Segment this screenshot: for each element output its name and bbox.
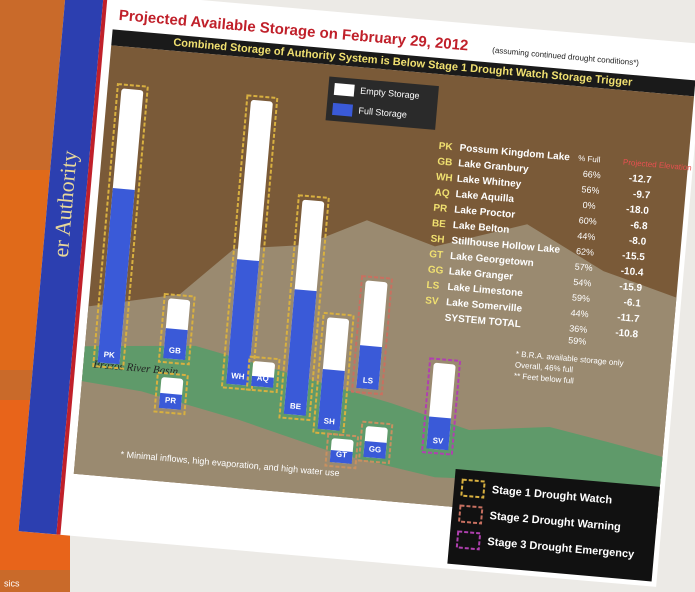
pct-full: 57%: [574, 261, 593, 273]
side-stripe: [56, 0, 108, 535]
pct-full: 0%: [582, 200, 596, 211]
bar-frame: [157, 292, 196, 366]
elevation: -12.7: [628, 173, 652, 186]
bar-frame: [92, 82, 149, 370]
stage-swatch: [460, 478, 486, 499]
total-elev: -10.8: [615, 328, 639, 341]
side-strip: [18, 0, 104, 535]
bar-full: [426, 416, 452, 451]
bar-label: BE: [290, 401, 303, 411]
legend-swatch: [333, 82, 355, 97]
elevation: -11.7: [617, 312, 641, 325]
stage-legend-bg: [447, 468, 660, 582]
bar-full: [356, 345, 382, 390]
elevation: -9.7: [633, 189, 652, 201]
banner-bg: [111, 29, 695, 97]
stage-swatch: [455, 530, 482, 551]
lake-code: PR: [433, 203, 449, 215]
total-extra: 59%: [568, 335, 587, 347]
lake-code: GT: [429, 249, 444, 261]
bar-frame: [220, 94, 279, 391]
elevation: -10.4: [620, 266, 644, 279]
bar-label: SV: [432, 436, 444, 446]
bar-full: [158, 392, 183, 410]
pct-full: 56%: [581, 184, 600, 196]
bar-full: [226, 259, 260, 386]
bar-label: GG: [368, 444, 381, 454]
lake-code: AQ: [434, 187, 450, 199]
elevation: -8.0: [628, 235, 647, 247]
pct-full: 60%: [578, 215, 597, 227]
lake-name: Lake Proctor: [454, 205, 516, 221]
pct-full: 54%: [573, 277, 592, 289]
slide: er Authority Projected Available Storage…: [18, 0, 695, 587]
stage-swatch: [457, 504, 484, 525]
pct-full: 59%: [572, 292, 591, 304]
bar-label: LS: [363, 376, 375, 386]
lake-code: WH: [436, 172, 454, 184]
bar-full: [283, 289, 317, 416]
lake-code: SH: [430, 234, 445, 246]
bar-full: [97, 188, 135, 365]
elevation: -6.8: [630, 220, 649, 232]
bar-frame: [245, 355, 281, 394]
total-pct: 36%: [569, 323, 588, 335]
bar-full: [329, 450, 353, 464]
bar-label: WH: [231, 371, 245, 381]
pct-full: 44%: [570, 308, 589, 320]
bar-frame: [153, 371, 189, 416]
bar-label: SH: [323, 416, 335, 426]
corner-text: sics: [4, 578, 20, 588]
pct-full: 44%: [577, 231, 596, 243]
bar-label: GB: [169, 346, 182, 356]
bar-label: AQ: [256, 373, 269, 383]
bar-full: [363, 440, 387, 459]
elevation: -18.0: [626, 204, 650, 217]
lake-code: SV: [425, 295, 440, 307]
bar-label: PR: [165, 396, 177, 406]
lake-code: LS: [426, 280, 440, 292]
bar-frame: [324, 432, 360, 470]
elevation: -15.5: [622, 250, 646, 263]
lake-name: Lake Belton: [452, 220, 509, 236]
lake-name: Lake Aquilla: [455, 189, 515, 205]
legend-label: Full Storage: [358, 106, 407, 120]
bar-full: [251, 375, 274, 388]
bar-full: [163, 328, 188, 360]
lake-code: BE: [431, 218, 446, 230]
elevation: -6.1: [623, 297, 642, 309]
lake-code: GB: [437, 156, 453, 168]
bar-frame: [357, 420, 394, 465]
table-header: % Full: [578, 154, 601, 165]
bar-label: PK: [103, 350, 115, 360]
legend-swatch: [332, 102, 353, 117]
bar-frame: [420, 357, 462, 456]
pct-full: 62%: [576, 246, 595, 258]
bar-label: GT: [336, 450, 348, 460]
pct-full: 66%: [582, 169, 601, 181]
elevation: -15.9: [619, 281, 643, 294]
bar-frame: [350, 275, 394, 396]
bar-frame: [278, 194, 330, 422]
bar-full: [317, 369, 345, 431]
lake-code: GG: [427, 264, 444, 276]
lake-code: PK: [438, 141, 454, 153]
